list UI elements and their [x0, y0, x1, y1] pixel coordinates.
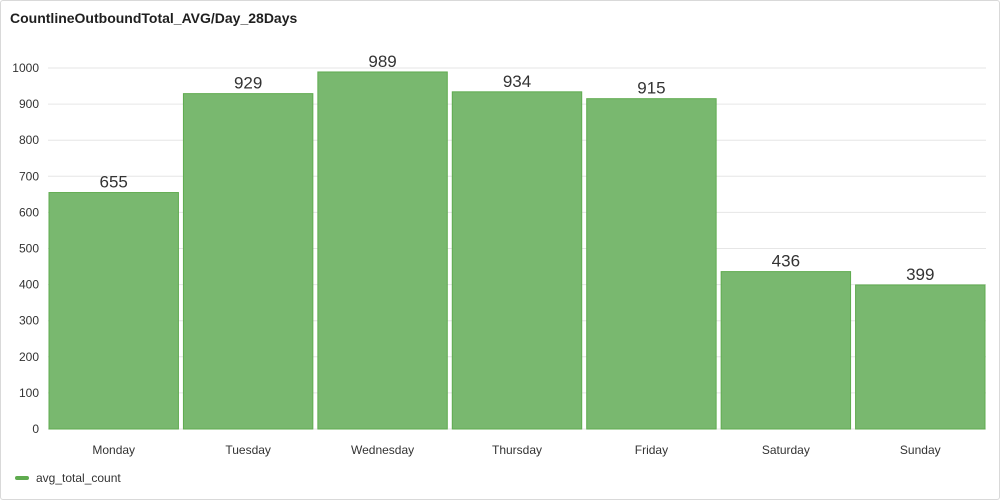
bar-wednesday[interactable]	[317, 71, 448, 430]
bar-sunday[interactable]	[855, 284, 986, 430]
data-label: 399	[906, 265, 934, 284]
bar-monday[interactable]	[48, 192, 179, 430]
x-tick-label: Monday	[92, 443, 135, 457]
legend-swatch	[15, 476, 29, 480]
x-tick-label: Sunday	[900, 443, 941, 457]
y-tick-label: 0	[32, 422, 39, 436]
y-tick-label: 500	[19, 242, 39, 256]
bar-tuesday[interactable]	[182, 93, 314, 430]
x-axis-ticks: Monday Tuesday Wednesday Thursday Friday Satu…	[92, 443, 940, 457]
data-label: 929	[234, 74, 262, 93]
y-axis-ticks: 0 100 200 300 400 500 600 700 800 900 1000	[12, 61, 39, 436]
data-label: 934	[503, 72, 531, 91]
y-tick-label: 1000	[12, 61, 39, 75]
y-tick-label: 100	[19, 386, 39, 400]
bar-saturday[interactable]	[720, 271, 852, 430]
x-tick-label: Saturday	[762, 443, 810, 457]
x-tick-label: Wednesday	[351, 443, 414, 457]
y-tick-label: 700	[19, 169, 39, 183]
y-tick-label: 800	[19, 133, 39, 147]
x-tick-label: Friday	[635, 443, 668, 457]
panel-title: CountlineOutboundTotal_AVG/Day_28Days	[10, 10, 298, 26]
legend-label: avg_total_count	[36, 471, 121, 485]
bar-thursday[interactable]	[451, 91, 583, 430]
bars	[48, 71, 986, 430]
data-label: 989	[368, 52, 396, 71]
legend[interactable]: avg_total_count	[15, 471, 121, 485]
y-tick-label: 200	[19, 350, 39, 364]
data-label: 436	[772, 252, 800, 271]
y-tick-label: 300	[19, 314, 39, 328]
bar-friday[interactable]	[586, 98, 717, 430]
data-label: 655	[100, 173, 128, 192]
data-labels: 655 929 989 934 915 436 399	[100, 52, 935, 284]
y-tick-label: 900	[19, 97, 39, 111]
x-tick-label: Tuesday	[225, 443, 271, 457]
x-tick-label: Thursday	[492, 443, 542, 457]
y-tick-label: 400	[19, 278, 39, 292]
data-label: 915	[637, 79, 665, 98]
y-tick-label: 600	[19, 205, 39, 219]
